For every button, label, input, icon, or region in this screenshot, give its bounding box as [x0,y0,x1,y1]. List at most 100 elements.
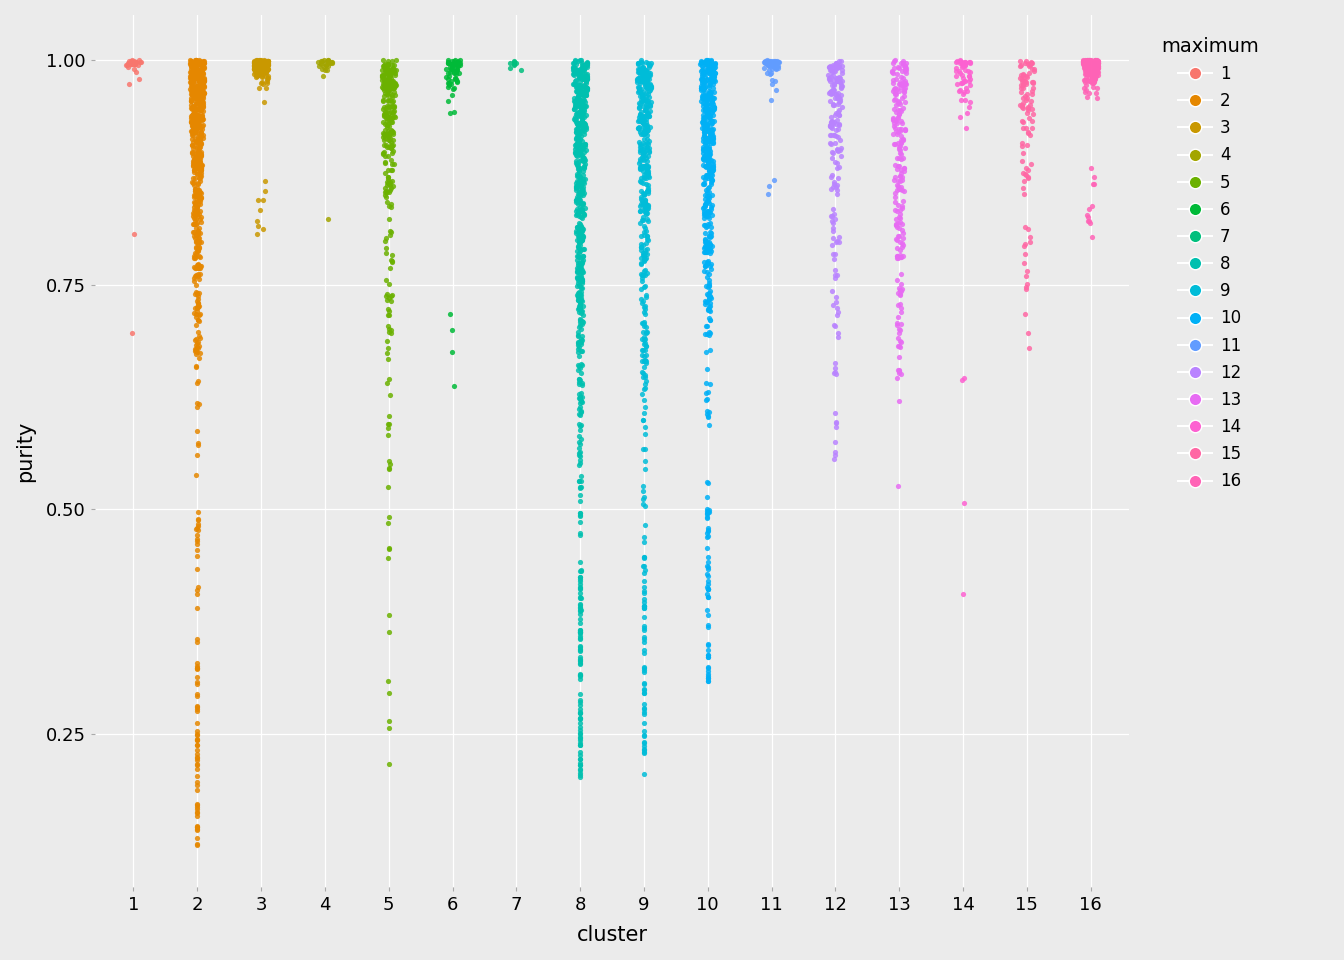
Point [888,280,910,296]
Point [564,111,586,127]
Point [699,278,720,294]
Point [1073,54,1094,69]
Point [243,55,265,70]
Point [634,299,656,314]
Point [567,265,589,280]
Point [696,602,718,617]
Point [637,100,659,115]
Point [180,93,202,108]
Point [179,53,200,68]
Point [640,98,661,113]
Point [695,91,716,107]
Point [379,67,401,83]
Point [180,118,202,133]
Point [570,757,591,773]
Point [375,183,396,199]
Point [571,102,593,117]
Point [828,159,849,175]
Point [187,742,208,757]
Point [1012,77,1034,92]
Point [633,413,655,428]
Point [1074,59,1095,74]
Point [183,208,204,224]
Point [563,76,585,91]
Point [372,130,394,145]
Point [379,227,401,242]
Point [188,112,210,128]
Point [1020,98,1042,113]
Point [828,130,849,145]
Point [633,336,655,351]
Point [573,159,594,175]
Point [245,67,266,83]
Point [567,324,589,339]
Point [633,600,655,615]
Point [187,89,208,105]
Point [699,89,720,105]
Point [378,116,399,132]
Point [628,120,649,135]
Point [698,208,719,224]
Point [828,90,849,106]
Point [567,78,589,93]
Point [698,279,719,295]
Point [570,294,591,309]
Point [637,198,659,213]
Point [696,502,718,517]
Point [575,76,597,91]
Point [630,197,652,212]
Point [187,701,208,716]
Point [698,647,719,662]
Point [250,64,271,80]
Point [188,108,210,124]
Point [253,55,274,70]
Point [574,136,595,152]
Point [823,174,844,189]
Point [185,139,207,155]
Point [577,58,598,73]
Point [187,67,208,83]
Point [891,91,913,107]
Point [831,80,852,95]
Point [563,55,585,70]
Point [188,220,210,235]
Point [183,175,204,190]
Point [694,239,715,254]
Point [765,73,786,88]
Point [378,516,399,531]
Point [313,60,335,75]
Point [694,119,715,134]
Point [564,96,586,111]
Point [892,132,914,147]
Point [1081,55,1102,70]
Point [190,162,211,178]
Point [694,197,715,212]
Point [890,206,911,222]
Point [185,277,207,293]
Point [692,152,714,167]
Point [696,393,718,408]
Point [376,81,398,96]
Point [890,124,911,139]
Point [1085,53,1106,68]
Point [1078,85,1099,101]
Point [570,146,591,161]
Point [255,81,277,96]
Point [825,186,847,202]
Point [187,176,208,191]
Point [374,88,395,104]
Point [890,211,911,227]
Point [573,180,594,195]
Point [698,145,719,160]
Point [567,342,589,357]
Point [191,82,212,97]
Point [702,69,723,84]
Point [692,113,714,129]
Point [190,89,211,105]
Point [632,441,653,456]
Point [437,56,458,71]
Point [1083,70,1105,85]
Point [249,58,270,73]
Point [564,77,586,92]
Point [188,334,210,349]
